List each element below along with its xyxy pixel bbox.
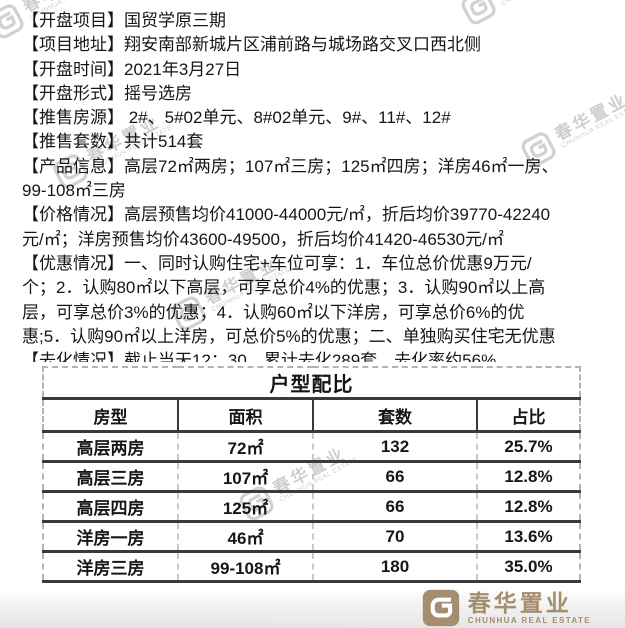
table-row: 高层两房 72㎡ 132 25.7% [43,431,580,463]
cell-count: 132 [313,431,478,463]
info-line-units: 【推售套数】共计514套 [22,130,559,154]
info-line-address: 【项目地址】翔安南部新城片区浦前路与城场路交叉口西北侧 [22,33,559,57]
info-line-date: 【开盘时间】2021年3月27日 [22,58,559,82]
brand-name-cn: 春华置业 [467,589,572,616]
info-label: 【开盘项目】 [22,11,124,30]
cell-count: 180 [313,551,478,583]
footer-strip: 春华置业 CHUNHUA REAL ESTATE [0,588,625,628]
announcement-body: 【开盘项目】国贸学原三期 【项目地址】翔安南部新城片区浦前路与城场路交叉口西北侧… [22,9,581,583]
cell-area: 99-108㎡ [178,551,314,583]
table-header-row: 房型 面积 套数 占比 [43,398,580,433]
info-line-format: 【开盘形式】摇号选房 [22,82,559,106]
info-line-buildings: 【推售房源】 2#、5#02单元、8#02单元、9#、11#、12# [22,106,559,130]
cell-count: 66 [313,461,478,493]
cell-type: 洋房三房 [43,551,179,583]
table-row: 洋房三房 99-108㎡ 180 35.0% [43,551,580,583]
cell-share: 35.0% [477,551,580,583]
table-row: 高层四房 125㎡ 66 12.8% [43,491,580,523]
cell-share: 12.8% [477,491,580,523]
col-header-share: 占比 [477,398,580,433]
info-label: 【去化情况】 [22,351,124,362]
info-value: 摇号选房 [124,83,192,103]
table-row: 洋房一房 46㎡ 70 13.6% [43,521,580,553]
table-title-row: 户型配比 [43,367,580,400]
info-value: 一、同时认购住宅+车位可享：1．车位总价优惠9万元/个；2．认购80㎡以下高层，… [22,253,556,346]
cell-count: 66 [313,491,478,523]
info-label: 【推售套数】 [22,132,124,152]
cell-area: 107㎡ [178,461,314,493]
info-value: 国贸学原三期 [124,11,226,30]
info-value: 共计514套 [124,132,204,152]
cell-share: 13.6% [477,521,580,553]
project-info-list: 【开盘项目】国贸学原三期 【项目地址】翔安南部新城片区浦前路与城场路交叉口西北侧… [22,9,559,362]
info-value: 翔安南部新城片区浦前路与城场路交叉口西北侧 [124,35,481,55]
info-value: 2021年3月27日 [124,59,242,79]
cell-area: 72㎡ [178,431,314,463]
info-label: 【优惠情况】 [22,253,124,273]
info-value: 2#、5#02单元、8#02单元、9#、11#、12# [124,108,451,128]
info-label: 【开盘时间】 [22,59,124,79]
table-title: 户型配比 [43,367,580,400]
info-label: 【推售房源】 [22,108,124,128]
info-value: 截止当天12：30，累计去化289套，去化率约56%。 [124,351,514,362]
chunhua-logo-icon [422,589,459,627]
cell-share: 12.8% [477,461,580,493]
info-line-discount: 【优惠情况】一、同时认购住宅+车位可享：1．车位总价优惠9万元/个；2．认购80… [22,252,559,349]
cell-share: 25.7% [477,431,580,463]
info-line-sales: 【去化情况】截止当天12：30，累计去化289套，去化率约56%。 [22,349,559,362]
brand-name-en: CHUNHUA REAL ESTATE [467,615,591,625]
info-label: 【开盘形式】 [22,83,124,103]
info-line-price: 【价格情况】高层预售均价41000-44000元/㎡，折后均价39770-422… [22,203,559,252]
col-header-count: 套数 [313,398,478,433]
cell-area: 125㎡ [178,491,314,523]
info-label: 【项目地址】 [22,35,124,55]
cell-type: 高层两房 [43,431,179,463]
cell-type: 高层四房 [43,491,179,523]
unit-mix-table: 户型配比 房型 面积 套数 占比 高层两房 72㎡ 132 25.7% 高层三房… [42,366,581,583]
info-line-project: 【开盘项目】国贸学原三期 [22,9,559,33]
col-header-area: 面积 [178,398,314,433]
table-row: 高层三房 107㎡ 66 12.8% [43,461,580,493]
info-label: 【产品信息】 [22,156,124,176]
cell-count: 70 [313,521,478,553]
cell-area: 46㎡ [178,521,314,553]
cell-type: 高层三房 [43,461,179,493]
info-value: 高层预售均价41000-44000元/㎡，折后均价39770-42240元/㎡；… [22,205,551,249]
col-header-type: 房型 [43,398,179,433]
cell-type: 洋房一房 [43,521,179,553]
info-value: 高层72㎡两房；107㎡三房；125㎡四房；洋房46㎡一房、99-108㎡三房 [22,156,559,201]
info-line-products: 【产品信息】高层72㎡两房；107㎡三房；125㎡四房；洋房46㎡一房、99-1… [22,155,559,204]
info-label: 【价格情况】 [22,205,124,225]
brand-logo: 春华置业 CHUNHUA REAL ESTATE [422,589,591,627]
